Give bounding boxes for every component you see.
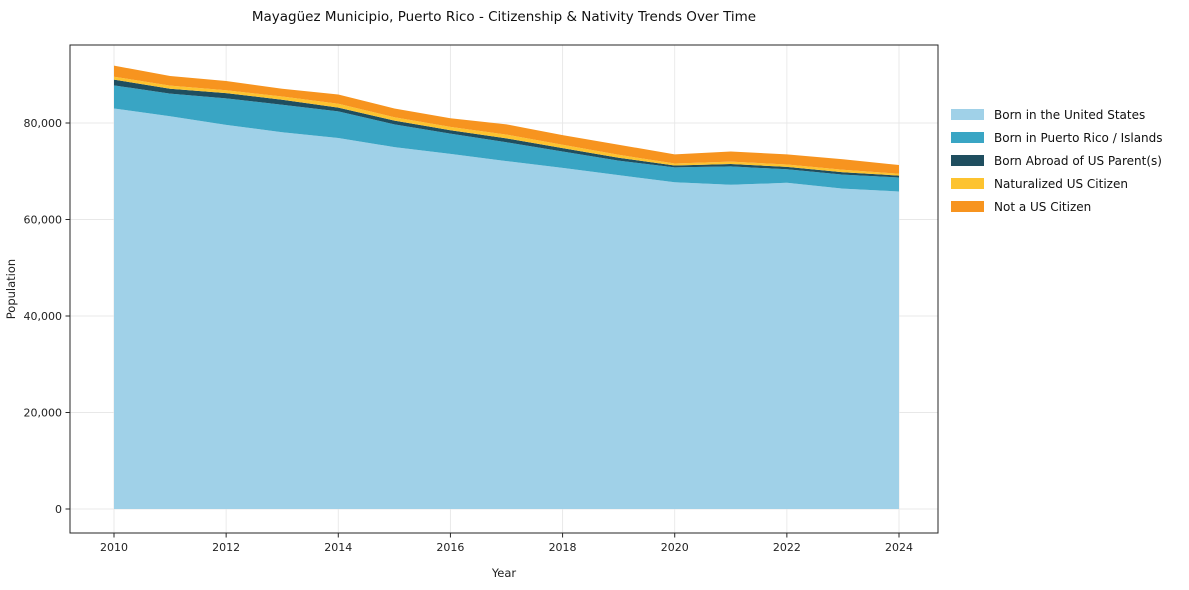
x-tick-label: 2020 — [661, 541, 689, 554]
area-series-born-abroad-of-us-parent-s — [114, 79, 899, 178]
legend-swatch — [951, 155, 984, 166]
x-axis-label: Year — [491, 566, 517, 580]
x-tick-labels: 2010 2012 2014 2016 2018 2020 2022 2024 — [100, 541, 913, 554]
axis-ticks — [65, 122, 900, 538]
y-tick-labels: 0 20,000 40,000 60,000 80,000 — [24, 117, 63, 516]
legend-swatch — [951, 109, 984, 120]
y-tick-label: 60,000 — [24, 213, 63, 226]
area-series-born-in-puerto-rico-islands — [114, 85, 899, 192]
plot-border — [69, 44, 939, 534]
x-tick-label: 2024 — [885, 541, 913, 554]
x-tick-label: 2016 — [436, 541, 464, 554]
legend-swatch — [951, 178, 984, 189]
y-axis-label: Population — [4, 258, 18, 320]
chart-title: Mayagüez Municipio, Puerto Rico - Citize… — [251, 9, 757, 25]
area-series-born-in-the-united-states — [114, 108, 899, 509]
y-tick-label: 40,000 — [24, 310, 63, 323]
x-tick-label: 2018 — [549, 541, 577, 554]
area-series-not-a-us-citizen — [114, 65, 899, 174]
legend-item-born-abroad-of-us-parent-s: Born Abroad of US Parent(s) — [951, 149, 1163, 172]
legend: Born in the United States Born in Puerto … — [951, 103, 1163, 218]
y-tick-label: 80,000 — [24, 117, 63, 130]
x-tick-label: 2012 — [212, 541, 240, 554]
legend-item-born-in-the-united-states: Born in the United States — [951, 103, 1163, 126]
legend-swatch — [951, 201, 984, 212]
x-tick-label: 2014 — [324, 541, 352, 554]
legend-label: Not a US Citizen — [994, 199, 1092, 214]
legend-swatch — [951, 132, 984, 143]
area-series-naturalized-us-citizen — [114, 76, 899, 176]
legend-item-not-a-us-citizen: Not a US Citizen — [951, 195, 1163, 218]
legend-label: Born in Puerto Rico / Islands — [994, 130, 1163, 145]
x-tick-label: 2010 — [100, 541, 128, 554]
legend-label: Naturalized US Citizen — [994, 176, 1128, 191]
x-tick-label: 2022 — [773, 541, 801, 554]
y-tick-label: 0 — [55, 503, 62, 516]
legend-label: Born in the United States — [994, 107, 1146, 122]
legend-item-born-in-puerto-rico-islands: Born in Puerto Rico / Islands — [951, 126, 1163, 149]
y-tick-label: 20,000 — [24, 406, 63, 419]
legend-label: Born Abroad of US Parent(s) — [994, 153, 1162, 168]
legend-item-naturalized-us-citizen: Naturalized US Citizen — [951, 172, 1163, 195]
stacked-areas — [114, 65, 899, 509]
